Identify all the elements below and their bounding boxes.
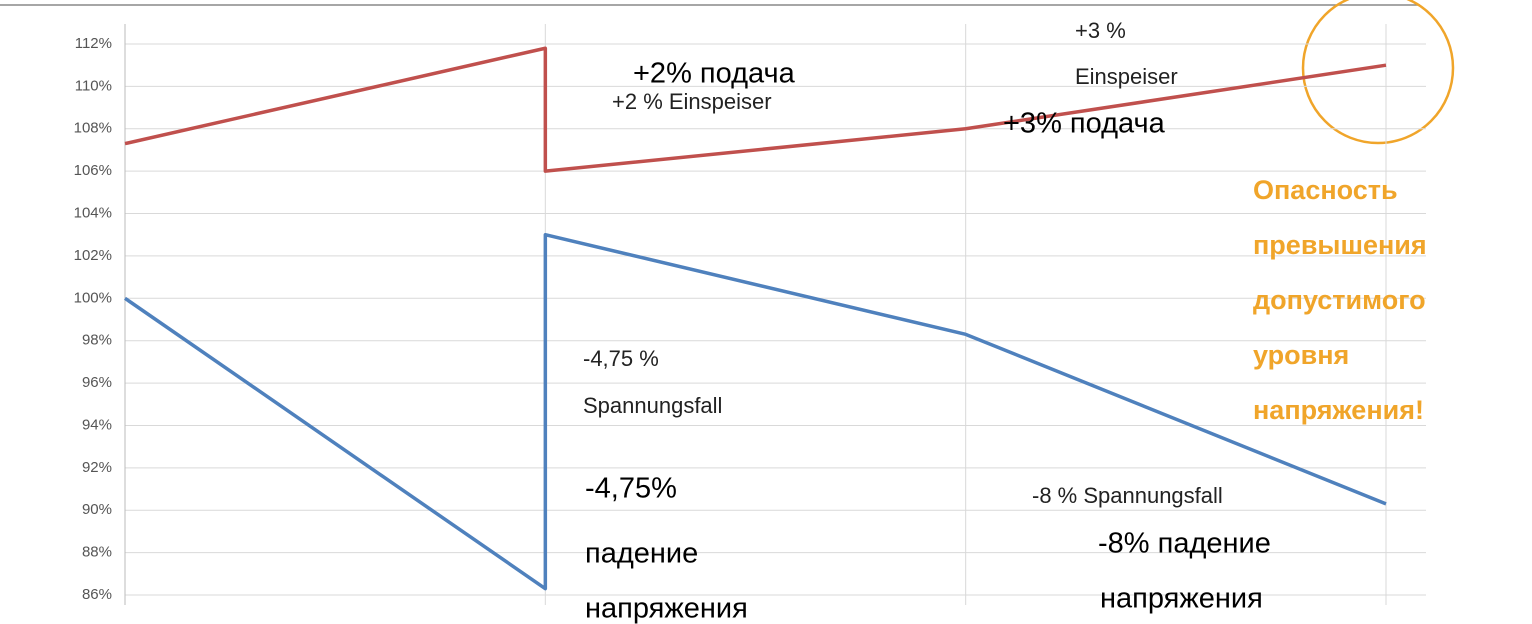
annotation: падение [585, 538, 698, 570]
annotation: уровня [1253, 340, 1349, 370]
annotation: -4,75 % [583, 346, 659, 371]
y-tick-label: 110% [75, 77, 112, 94]
y-tick-label: 104% [74, 205, 112, 222]
y-tick-label: 98% [82, 332, 112, 349]
y-tick-label: 96% [82, 374, 112, 391]
annotation: +2 % Einspeiser [612, 89, 772, 114]
annotation: +2% подача [633, 58, 796, 90]
annotation: превышения [1253, 230, 1427, 260]
series-line [124, 46, 1387, 173]
annotation: -8% падение [1098, 528, 1271, 560]
y-tick-label: 88% [82, 544, 112, 561]
y-tick-label: 86% [82, 586, 112, 603]
annotation: Einspeiser [1075, 64, 1178, 89]
highlight-circle [1301, 0, 1455, 145]
y-tick-label: 102% [74, 247, 112, 264]
y-tick-label: 94% [82, 416, 112, 433]
series-line [124, 232, 1387, 591]
annotation: напряжения [585, 593, 748, 624]
y-tick-label: 100% [74, 289, 112, 306]
annotation: Spannungsfall [583, 393, 722, 418]
annotation: допустимого [1253, 285, 1426, 315]
annotation: -8 % Spannungsfall [1032, 483, 1223, 508]
annotation: -4,75% [585, 473, 677, 505]
y-tick-label: 92% [82, 459, 112, 476]
annotation: Опасность [1253, 175, 1398, 205]
y-tick-label: 108% [74, 120, 112, 137]
annotation: напряжения! [1253, 395, 1424, 425]
annotation: +3% подача [1003, 108, 1166, 140]
y-tick-label: 106% [74, 162, 112, 179]
annotation: +3 % [1075, 18, 1126, 43]
annotation: напряжения [1100, 583, 1263, 615]
y-tick-label: 112% [75, 35, 112, 52]
y-tick-label: 90% [82, 501, 112, 518]
